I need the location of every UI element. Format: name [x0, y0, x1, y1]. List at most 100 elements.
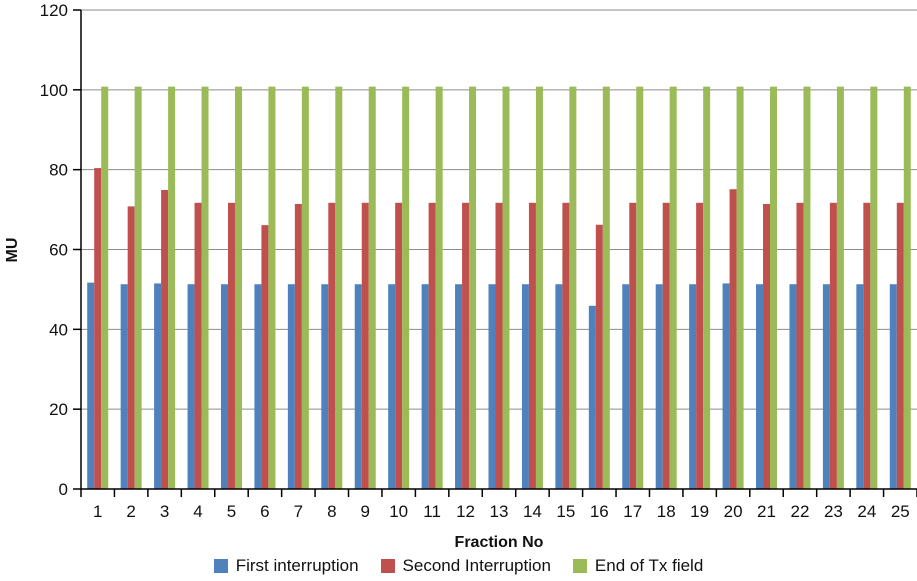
- bar: [703, 86, 711, 489]
- legend-item-first-interruption: First interruption: [213, 556, 359, 576]
- x-tick-label: 13: [490, 502, 509, 521]
- y-axis-title: MU: [4, 238, 21, 263]
- x-tick-label: 19: [690, 502, 709, 521]
- x-tick-label: 22: [790, 502, 809, 521]
- bar: [856, 284, 864, 489]
- x-tick-label: 11: [423, 502, 441, 521]
- x-tick-label: 14: [523, 502, 542, 521]
- bar: [435, 86, 443, 489]
- bar: [789, 284, 797, 489]
- bar: [555, 284, 563, 489]
- bar: [870, 86, 878, 489]
- bar: [154, 283, 162, 489]
- y-tick-label: 60: [49, 241, 68, 260]
- x-tick-label: 5: [227, 502, 236, 521]
- bar: [254, 284, 262, 489]
- legend-swatch-blue: [213, 559, 228, 573]
- bar: [696, 202, 704, 490]
- bar: [194, 202, 202, 490]
- bar: [268, 86, 276, 489]
- bar: [562, 202, 570, 490]
- bar: [421, 284, 429, 489]
- bar: [889, 284, 897, 489]
- legend-label: End of Tx field: [594, 556, 704, 575]
- y-tick-label: 20: [49, 400, 68, 419]
- x-tick-label: 25: [891, 502, 910, 521]
- x-tick-label: 15: [556, 502, 575, 521]
- bar: [134, 86, 142, 489]
- y-tick-label: 100: [40, 81, 68, 100]
- bar: [220, 284, 228, 489]
- bar: [636, 86, 644, 489]
- bar: [770, 86, 778, 489]
- legend-label: First interruption: [235, 556, 359, 575]
- bar: [502, 86, 510, 489]
- bar: [689, 284, 697, 489]
- bar: [87, 282, 95, 489]
- bar: [588, 305, 596, 489]
- bar: [101, 86, 109, 489]
- bar: [528, 202, 536, 490]
- bar: [294, 203, 302, 489]
- y-tick-label: 120: [40, 1, 68, 20]
- x-tick-label: 21: [757, 502, 776, 521]
- bar: [321, 284, 329, 489]
- bar: [94, 168, 102, 489]
- bar: [227, 202, 235, 490]
- bar: [669, 86, 677, 489]
- bar: [388, 284, 396, 489]
- legend-swatch-red: [380, 559, 395, 573]
- bar: [822, 284, 830, 489]
- bar: [187, 284, 195, 489]
- x-tick-label: 12: [456, 502, 475, 521]
- x-tick-label: 18: [657, 502, 676, 521]
- bar: [756, 284, 764, 489]
- bar: [736, 86, 744, 489]
- bar: [462, 202, 470, 490]
- x-tick-label: 9: [361, 502, 370, 521]
- bar: [729, 189, 737, 489]
- bar: [455, 284, 463, 489]
- bar: [469, 86, 477, 489]
- x-tick-label: 2: [126, 502, 135, 521]
- bar: [168, 86, 176, 489]
- bar: [863, 202, 871, 490]
- x-tick-label: 17: [623, 502, 642, 521]
- bar: [763, 203, 771, 489]
- x-tick-label: 10: [389, 502, 408, 521]
- bar: [328, 202, 336, 490]
- x-tick-label: 20: [724, 502, 743, 521]
- bar: [836, 86, 844, 489]
- bar: [361, 202, 369, 490]
- x-axis-title: Fraction No: [455, 534, 544, 551]
- bar: [301, 86, 309, 489]
- bar: [662, 202, 670, 490]
- bar: [521, 284, 529, 489]
- bar: [796, 202, 804, 490]
- legend-item-end-of-tx-field: End of Tx field: [572, 556, 704, 576]
- bar: [903, 86, 911, 489]
- bar: [402, 86, 410, 489]
- y-tick-label: 40: [49, 320, 68, 339]
- bar: [234, 86, 242, 489]
- bar: [495, 202, 503, 490]
- bar: [488, 284, 496, 489]
- bar: [655, 284, 663, 489]
- bar: [120, 284, 128, 489]
- bar: [287, 284, 295, 489]
- x-tick-label: 24: [857, 502, 876, 521]
- bar: [829, 202, 837, 490]
- x-tick-label: 3: [160, 502, 169, 521]
- bar: [622, 284, 630, 489]
- bar: [722, 283, 730, 489]
- x-tick-label: 8: [327, 502, 336, 521]
- x-tick-label: 7: [294, 502, 303, 521]
- bar: [368, 86, 376, 489]
- bar: [602, 86, 610, 489]
- bar-series: [87, 86, 911, 490]
- bar: [395, 202, 403, 490]
- y-tick-label: 0: [59, 480, 68, 499]
- bar: [629, 202, 637, 490]
